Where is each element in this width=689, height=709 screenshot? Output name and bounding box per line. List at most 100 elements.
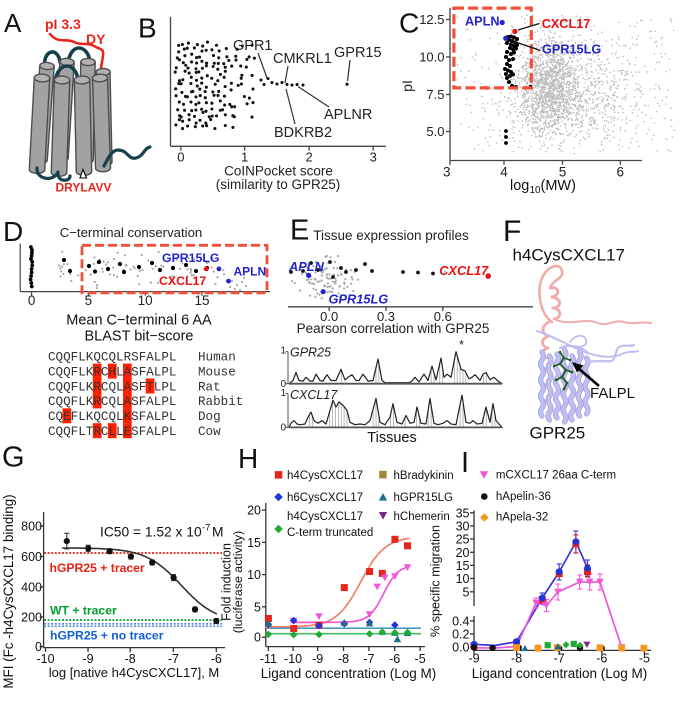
svg-text:CQEFLKQCQLKSFALPL: CQEFLKQCQLKSFALPL	[48, 410, 176, 424]
svg-text:CMKRL1: CMKRL1	[273, 51, 332, 67]
svg-text:GPR1: GPR1	[233, 38, 273, 54]
svg-text:Rabbit: Rabbit	[198, 395, 243, 409]
svg-text:hGPR25 + tracer: hGPR25 + tracer	[50, 561, 145, 575]
svg-text:7.5: 7.5	[426, 87, 444, 102]
svg-text:-8: -8	[511, 652, 522, 666]
svg-text:DY: DY	[86, 31, 106, 47]
svg-text:400: 400	[21, 581, 42, 595]
svg-text:GPR15: GPR15	[334, 45, 382, 61]
svg-text:5: 5	[463, 585, 470, 599]
svg-text:hApelin-36: hApelin-36	[496, 491, 551, 503]
svg-text:-9: -9	[312, 652, 323, 666]
svg-text:-7: -7	[554, 652, 565, 666]
svg-text:CQQFLKRCQLASFTLPL: CQQFLKRCQLASFTLPL	[48, 380, 176, 394]
svg-text:0.0: 0.0	[452, 640, 469, 654]
svg-text:20: 20	[247, 504, 261, 518]
svg-text:Cow: Cow	[198, 425, 221, 439]
svg-text:h4CysCXCL17: h4CysCXCL17	[287, 470, 363, 482]
svg-text:D: D	[3, 216, 23, 247]
svg-text:Rat: Rat	[198, 380, 221, 394]
svg-text:hApela-32: hApela-32	[496, 512, 548, 524]
svg-text:APLN: APLN	[465, 15, 500, 29]
svg-text:GPR25: GPR25	[290, 346, 331, 360]
svg-text:30: 30	[456, 519, 470, 533]
svg-text:GPR15LG: GPR15LG	[329, 292, 389, 307]
svg-text:pI 3.3: pI 3.3	[45, 16, 81, 32]
svg-text:CQQFLTRCLLESFALPL: CQQFLTRCLLESFALPL	[48, 425, 176, 439]
svg-text:0: 0	[254, 631, 261, 645]
svg-text:Tissues: Tissues	[367, 430, 416, 446]
svg-text:20: 20	[456, 546, 470, 560]
svg-text:Ligand concentration (Log M): Ligand concentration (Log M)	[261, 666, 437, 681]
svg-text:0: 0	[280, 379, 286, 390]
svg-text:CXCL17: CXCL17	[290, 388, 338, 402]
svg-text:600: 600	[21, 550, 42, 564]
svg-text:10: 10	[456, 572, 470, 586]
svg-text:h4CysCXCL17: h4CysCXCL17	[513, 246, 625, 265]
svg-text:5: 5	[559, 165, 567, 180]
svg-text:APLN: APLN	[288, 259, 325, 274]
svg-text:CXCL17: CXCL17	[542, 17, 591, 31]
svg-text:800: 800	[21, 520, 42, 534]
svg-text:-10: -10	[284, 652, 302, 666]
svg-text:0: 0	[35, 640, 42, 654]
svg-text:-7: -7	[168, 652, 179, 666]
svg-text:3: 3	[370, 150, 377, 165]
svg-text:GPR25: GPR25	[530, 424, 586, 443]
svg-text:1: 1	[241, 150, 248, 165]
svg-text:E: E	[290, 215, 309, 247]
svg-text:mCXCL17 26aa C-term: mCXCL17 26aa C-term	[496, 470, 616, 482]
svg-text:-11: -11	[260, 652, 277, 666]
svg-text:C: C	[399, 8, 419, 39]
svg-text:Tissue expression profiles: Tissue expression profiles	[313, 228, 469, 243]
svg-text:10: 10	[247, 568, 261, 582]
svg-text:CQQFLKRCHLASFALPL: CQQFLKRCHLASFALPL	[48, 365, 176, 379]
svg-text:CXCL17: CXCL17	[159, 274, 206, 288]
svg-text:-7: -7	[202, 523, 210, 534]
svg-text:1: 1	[280, 346, 286, 357]
svg-text:h4CysCXCL17: h4CysCXCL17	[287, 511, 363, 523]
svg-text:hChemerin: hChemerin	[394, 511, 450, 523]
svg-text:0: 0	[280, 423, 286, 434]
svg-text:-7: -7	[363, 652, 374, 666]
svg-text:0: 0	[28, 293, 36, 308]
svg-text:M: M	[212, 525, 224, 540]
svg-text:G: G	[2, 442, 25, 474]
svg-text:10: 10	[530, 185, 542, 196]
svg-text:0.3: 0.3	[377, 309, 395, 324]
svg-text:B: B	[138, 13, 157, 44]
svg-text:log: log	[510, 178, 529, 194]
svg-text:CQQFLKQCQLRSFALPL: CQQFLKQCQLRSFALPL	[48, 351, 176, 365]
svg-text:hGPR15LG: hGPR15LG	[394, 492, 454, 504]
svg-text:5: 5	[254, 600, 261, 614]
svg-text:(MW): (MW)	[541, 178, 576, 194]
svg-text:h6CysCXCL17: h6CysCXCL17	[287, 492, 363, 504]
svg-text:A: A	[4, 8, 22, 38]
svg-text:(luciferase activity): (luciferase activity)	[231, 531, 245, 634]
svg-text:CQQFLKRCQLASFALPL: CQQFLKRCQLASFALPL	[48, 395, 176, 409]
svg-text:-9: -9	[82, 652, 93, 666]
svg-text:35: 35	[456, 506, 470, 520]
svg-text:CoINPocket score: CoINPocket score	[224, 164, 333, 179]
svg-text:*: *	[459, 337, 464, 352]
svg-text:3: 3	[443, 165, 451, 180]
svg-text:GPR15LG: GPR15LG	[162, 251, 219, 265]
svg-text:hBradykinin: hBradykinin	[394, 470, 454, 482]
svg-text:-10: -10	[36, 652, 54, 666]
svg-text:12.5: 12.5	[419, 12, 444, 27]
svg-text:IC50 = 1.52 x 10: IC50 = 1.52 x 10	[100, 525, 202, 540]
svg-text:25: 25	[456, 532, 470, 546]
svg-text:C-term truncated: C-term truncated	[287, 527, 373, 539]
svg-text:-6: -6	[596, 652, 607, 666]
svg-text:(similarity to GPR25): (similarity to GPR25)	[216, 177, 341, 192]
svg-text:BLAST bit−score: BLAST bit−score	[85, 329, 194, 345]
svg-text:C−terminal conservation: C−terminal conservation	[60, 225, 203, 240]
svg-text:MFI (Fc -h4CysCXCL17 binding): MFI (Fc -h4CysCXCL17 binding)	[1, 494, 16, 688]
svg-text:CXCL17: CXCL17	[439, 263, 489, 278]
svg-text:GPR15LG: GPR15LG	[542, 42, 601, 56]
svg-text:10: 10	[138, 293, 153, 308]
svg-text:BDKRB2: BDKRB2	[274, 125, 332, 141]
svg-text:% specific migration: % specific migration	[429, 525, 443, 637]
svg-text:6: 6	[617, 165, 625, 180]
svg-text:-5: -5	[639, 652, 650, 666]
